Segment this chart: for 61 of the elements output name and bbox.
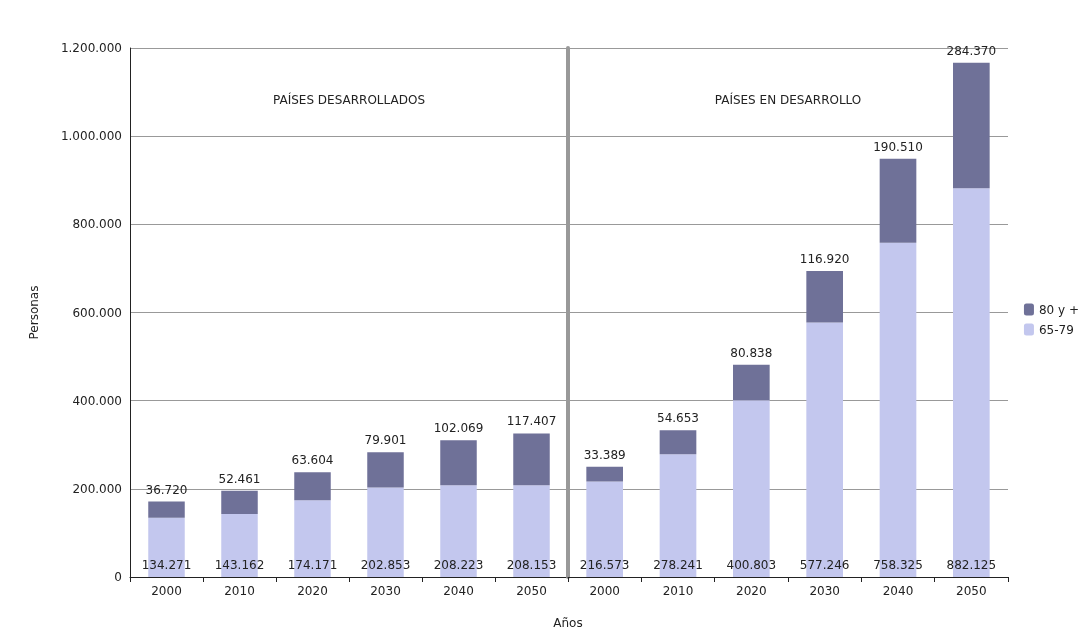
legend-label: 65-79 [1038, 322, 1074, 337]
data-label: 116.920 [799, 251, 850, 266]
bar [294, 472, 331, 501]
x-tick-label: 2030 [809, 584, 840, 598]
y-tick-label: 200.000 [72, 481, 122, 496]
data-label: 208.153 [506, 558, 557, 572]
y-tick-label: 600.000 [72, 305, 122, 320]
bar [148, 501, 185, 518]
data-label: 190.510 [873, 139, 923, 154]
bar [659, 430, 697, 455]
x-tick-label: 2040 [882, 584, 914, 598]
x-axis-title: Años [553, 616, 583, 630]
bar [367, 452, 404, 488]
data-label: 36.720 [145, 482, 188, 497]
data-label: 117.407 [506, 414, 557, 429]
text: PAÍSES DESARROLLADOS [273, 92, 425, 107]
bar [440, 440, 477, 486]
x-tick-label: 2010 [224, 584, 255, 598]
data-label: 134.271 [141, 558, 192, 572]
data-label: 284.370 [946, 43, 997, 58]
x-tick-label: 2050 [516, 584, 547, 598]
x-tick-label: 2030 [370, 584, 401, 598]
data-label: 63.604 [291, 453, 334, 468]
data-label: 278.241 [653, 558, 703, 572]
bar [879, 158, 917, 243]
y-tick-label: 0 [114, 570, 122, 584]
bar [806, 270, 843, 323]
data-label: 102.069 [433, 421, 484, 436]
data-label: 54.653 [657, 411, 699, 426]
bar [953, 62, 990, 189]
data-label: 52.461 [218, 471, 261, 486]
x-tick-label: 2040 [443, 584, 474, 598]
bar [513, 433, 550, 486]
bar [733, 364, 770, 401]
data-label: 79.901 [364, 433, 407, 448]
x-tick-label: 2050 [956, 584, 987, 598]
y-axis-title: Personas [27, 285, 41, 340]
data-label: 208.223 [433, 558, 484, 572]
x-tick-label: 2000 [151, 584, 182, 598]
data-label: 216.573 [579, 558, 630, 572]
data-label: 143.162 [214, 558, 265, 572]
data-label: 758.325 [873, 558, 923, 572]
bar [221, 490, 258, 514]
data-label: 882.125 [946, 558, 997, 572]
y-tick-label: 1.000.000 [60, 129, 122, 144]
text: PAÍSES EN DESARROLLO [714, 92, 862, 107]
y-tick-label: 1.200.000 [60, 41, 122, 55]
data-label: 400.803 [726, 558, 777, 572]
data-label: 33.389 [583, 447, 626, 462]
data-label: 202.853 [360, 558, 411, 572]
x-tick-label: 2000 [589, 584, 620, 598]
x-tick-label: 2020 [297, 584, 328, 598]
bar [586, 466, 623, 482]
legend-label: 80 y + [1038, 302, 1080, 317]
data-label: 577.246 [799, 558, 850, 572]
data-label: 174.171 [287, 558, 338, 572]
y-tick-label: 400.000 [72, 393, 122, 408]
y-tick-label: 800.000 [72, 217, 122, 232]
data-label: 80.838 [730, 345, 773, 360]
x-tick-label: 2010 [662, 584, 694, 598]
x-tick-label: 2020 [736, 584, 767, 598]
